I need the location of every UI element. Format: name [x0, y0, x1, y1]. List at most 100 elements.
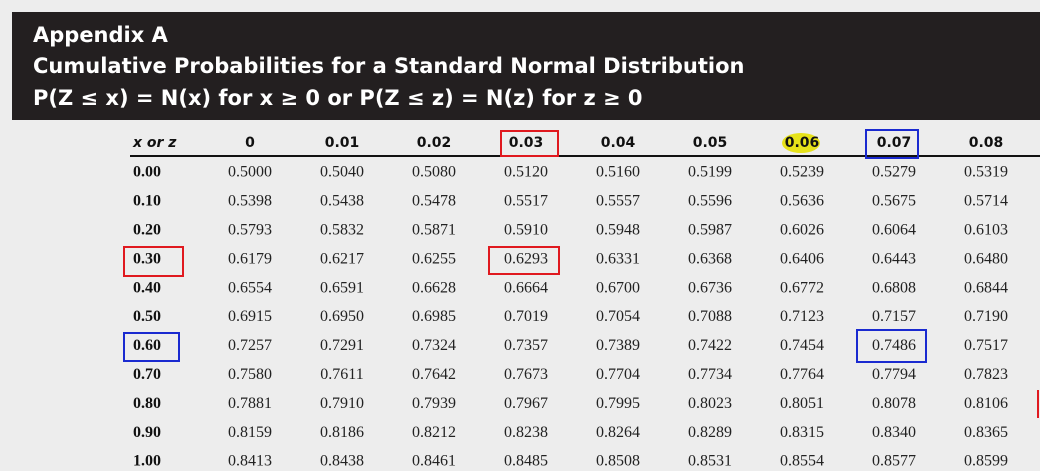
cell: 0.6985: [412, 308, 456, 325]
cell: 0.6406: [780, 250, 824, 267]
cell: 0.7967: [504, 395, 548, 412]
cell: 0.7642: [412, 366, 456, 383]
cell: 0.5160: [596, 164, 640, 181]
cell: 0.7157: [872, 308, 916, 325]
row-label: 0.60: [133, 337, 161, 354]
cell: 0.7324: [412, 337, 456, 354]
cell: 0.7019: [504, 308, 548, 325]
cell: 0.6844: [964, 279, 1008, 296]
title: Appendix A: [33, 23, 169, 47]
column-header: 0.08: [969, 135, 1004, 151]
cell: 0.5910: [504, 221, 548, 238]
column-header: 0.06: [785, 135, 820, 151]
cell: 0.6808: [872, 279, 916, 296]
cell: 0.6331: [596, 250, 640, 267]
row-label: 0.40: [133, 279, 161, 296]
cell: 0.7190: [964, 308, 1008, 325]
cell: 0.5319: [964, 164, 1008, 181]
row-label: 0.10: [133, 193, 161, 210]
cell: 0.8315: [780, 424, 824, 441]
cell: 0.5080: [412, 164, 456, 181]
column-header: x or z: [132, 135, 177, 151]
cell: 0.6103: [964, 221, 1008, 238]
cell: 0.5199: [688, 164, 732, 181]
cell: 0.6179: [228, 250, 272, 267]
cell: 0.5832: [320, 221, 364, 238]
cell: 0.6772: [780, 279, 824, 296]
cell: 0.7673: [504, 366, 548, 383]
cell: 0.6628: [412, 279, 456, 296]
cell: 0.8531: [688, 453, 732, 470]
subtitle: Cumulative Probabilities for a Standard …: [33, 54, 744, 78]
cell: 0.5871: [412, 221, 456, 238]
box: [856, 329, 927, 363]
cell: 0.6554: [228, 279, 272, 296]
cell: 0.8365: [964, 424, 1008, 441]
column-header: 0.05: [693, 135, 728, 151]
cell: 0.7995: [596, 395, 640, 412]
cell: 0.8485: [504, 453, 548, 470]
cell: 0.6368: [688, 250, 732, 267]
cell: 0.8078: [872, 395, 916, 412]
cell: 0.6664: [504, 279, 548, 296]
box: [123, 332, 180, 362]
cell: 0.7881: [228, 395, 272, 412]
cell: 0.8264: [596, 424, 640, 441]
cell: 0.6700: [596, 279, 640, 296]
cell: 0.6443: [872, 250, 916, 267]
cell: 0.6217: [320, 250, 364, 267]
cell: 0.8340: [872, 424, 916, 441]
cell: 0.6915: [228, 308, 272, 325]
cell: 0.8461: [412, 453, 456, 470]
cell: 0.5517: [504, 193, 548, 210]
box: [123, 246, 184, 277]
cell: 0.5120: [504, 164, 548, 181]
cell: 0.5398: [228, 193, 272, 210]
cell: 0.7389: [596, 337, 640, 354]
cell: 0.7794: [872, 366, 916, 383]
row-label: 0.80: [133, 395, 161, 412]
cell: 0.5040: [320, 164, 364, 181]
cell: 0.7454: [780, 337, 824, 354]
row-label: 1.00: [133, 453, 161, 470]
cell: 0.8212: [412, 424, 456, 441]
cell: 0.7611: [320, 366, 363, 383]
cell: 0.5987: [688, 221, 732, 238]
cell: 0.5279: [872, 164, 916, 181]
cell: 0.5239: [780, 164, 824, 181]
cell: 0.8289: [688, 424, 732, 441]
cell: 0.5557: [596, 193, 640, 210]
column-header: 0.07: [877, 135, 912, 151]
cell: 0.6293: [504, 250, 548, 267]
box: [500, 130, 559, 157]
cell: 0.7054: [596, 308, 640, 325]
cell: 0.5478: [412, 193, 456, 210]
column-header: 0.01: [325, 135, 360, 151]
cell: 0.7910: [320, 395, 364, 412]
cell: 0.8438: [320, 453, 364, 470]
column-header: 0.02: [417, 135, 452, 151]
cell: 0.8577: [872, 453, 916, 470]
cell: 0.7257: [228, 337, 272, 354]
column-header: 0.04: [601, 135, 636, 151]
formula: P(Z ≤ x) = N(x) for x ≥ 0 or P(Z ≤ z) = …: [33, 86, 643, 110]
cell: 0.7486: [872, 337, 916, 354]
column-header: 0: [245, 135, 255, 151]
cell: 0.8023: [688, 395, 732, 412]
row-label: 0.30: [133, 250, 161, 267]
cell: 0.8599: [964, 453, 1008, 470]
cell: 0.7517: [964, 337, 1008, 354]
cell: 0.6255: [412, 250, 456, 267]
row-label: 0.00: [133, 164, 161, 181]
cell: 0.8413: [228, 453, 272, 470]
cell: 0.5948: [596, 221, 640, 238]
column-header: 0.03: [509, 135, 544, 151]
row-label: 0.90: [133, 424, 161, 441]
cell: 0.7704: [596, 366, 640, 383]
cell: 0.7291: [320, 337, 364, 354]
cell: 0.8106: [964, 395, 1008, 412]
cell: 0.5714: [964, 193, 1008, 210]
cell: 0.8238: [504, 424, 548, 441]
cell: 0.7123: [780, 308, 824, 325]
cell: 0.6591: [320, 279, 364, 296]
